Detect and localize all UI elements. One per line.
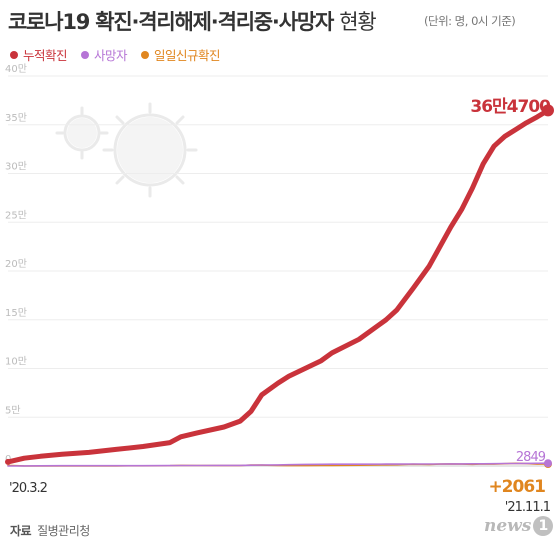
cumulative-end-label: 36만4700 [470, 97, 551, 117]
virus-icon [55, 102, 198, 198]
legend-label-daily: 일일신규확진 [154, 48, 221, 63]
legend-dot-icon [81, 50, 90, 59]
y-tick-label: 35만 [5, 112, 27, 124]
logo-text: news [484, 516, 532, 536]
logo-num: 1 [533, 516, 554, 536]
series-start-point [5, 458, 11, 465]
source-label: 자료 [10, 524, 32, 538]
y-tick-label: 15만 [5, 307, 27, 319]
legend-item-deaths: 사망자 [81, 45, 128, 64]
y-tick-label: 30만 [5, 161, 27, 173]
y-tick-label: 5만 [5, 404, 21, 416]
unit-note: (단위: 명, 0시 기준) [424, 14, 516, 28]
series-line [5, 107, 551, 465]
legend-label-cumulative: 누적확진 [23, 48, 68, 63]
y-tick-label: 40만 [5, 63, 27, 75]
news1-logo: news 1 [484, 516, 554, 536]
page-title: 코로나19 확진·격리해제·격리중·사망자 현황 [8, 6, 377, 36]
title-tail: 현황 [339, 10, 376, 34]
x-start-label: '20.3.2 [9, 481, 47, 496]
legend-item-cumulative: 누적확진 [10, 45, 68, 64]
series-line [7, 462, 549, 467]
y-tick-label: 20만 [5, 258, 27, 270]
annotations: 36만4700 2849 +2061 '20.3.2 '21.11.1 [9, 97, 552, 515]
legend-dot-icon [141, 50, 150, 59]
y-axis: 05만10만15만20만25만30만35만40만 [5, 63, 27, 465]
source-value: 질병관리청 [37, 524, 90, 538]
series-lines [5, 104, 554, 468]
series-end-point [542, 104, 554, 117]
source: 자료 질병관리청 [10, 522, 90, 539]
legend-dot-icon [10, 50, 18, 59]
legend-label-deaths: 사망자 [94, 48, 128, 63]
legend-item-daily: 일일신규확진 [141, 45, 221, 64]
legend: 누적확진 사망자 일일신규확진 [10, 45, 234, 64]
series-end-point [544, 459, 552, 468]
title-main: 코로나19 확진·격리해제·격리중·사망자 [8, 10, 334, 34]
x-end-label: '21.11.1 [505, 500, 551, 515]
y-tick-label: 25만 [5, 209, 27, 221]
deaths-end-label: 2849 [516, 450, 546, 465]
y-tick-label: 10만 [5, 356, 27, 368]
daily-end-label: +2061 [488, 477, 545, 497]
